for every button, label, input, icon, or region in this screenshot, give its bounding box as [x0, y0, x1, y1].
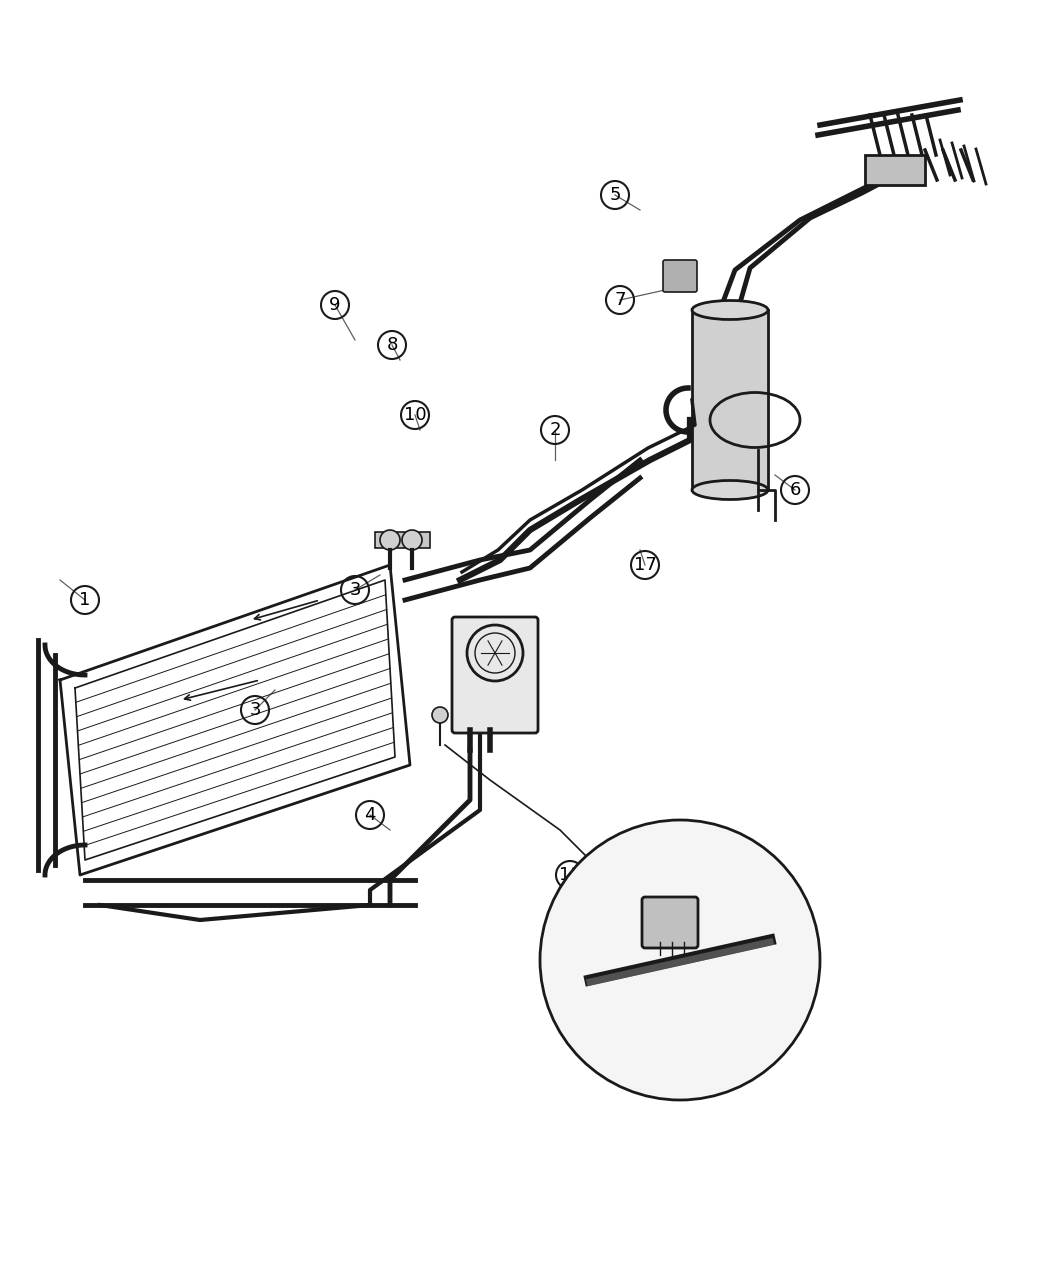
- Bar: [865, 156, 925, 185]
- Text: 3: 3: [350, 581, 361, 599]
- Text: 9: 9: [330, 296, 341, 314]
- Text: 7: 7: [614, 291, 626, 309]
- Text: 1: 1: [80, 592, 90, 609]
- Text: 4: 4: [364, 806, 376, 824]
- FancyBboxPatch shape: [642, 898, 698, 949]
- FancyBboxPatch shape: [452, 617, 538, 733]
- Ellipse shape: [692, 481, 768, 500]
- Circle shape: [380, 530, 400, 550]
- FancyBboxPatch shape: [375, 532, 430, 548]
- Ellipse shape: [692, 301, 768, 320]
- FancyBboxPatch shape: [663, 260, 697, 292]
- Text: 5: 5: [609, 186, 621, 204]
- Text: 2: 2: [549, 421, 561, 439]
- Text: 11: 11: [559, 866, 582, 884]
- Bar: [692, 310, 768, 490]
- Circle shape: [432, 708, 448, 723]
- Text: 8: 8: [386, 337, 398, 354]
- Text: 10: 10: [403, 405, 426, 425]
- Text: 6: 6: [790, 481, 801, 499]
- Text: 3: 3: [249, 701, 260, 719]
- Circle shape: [402, 530, 422, 550]
- Circle shape: [540, 820, 820, 1100]
- Text: 17: 17: [633, 556, 656, 574]
